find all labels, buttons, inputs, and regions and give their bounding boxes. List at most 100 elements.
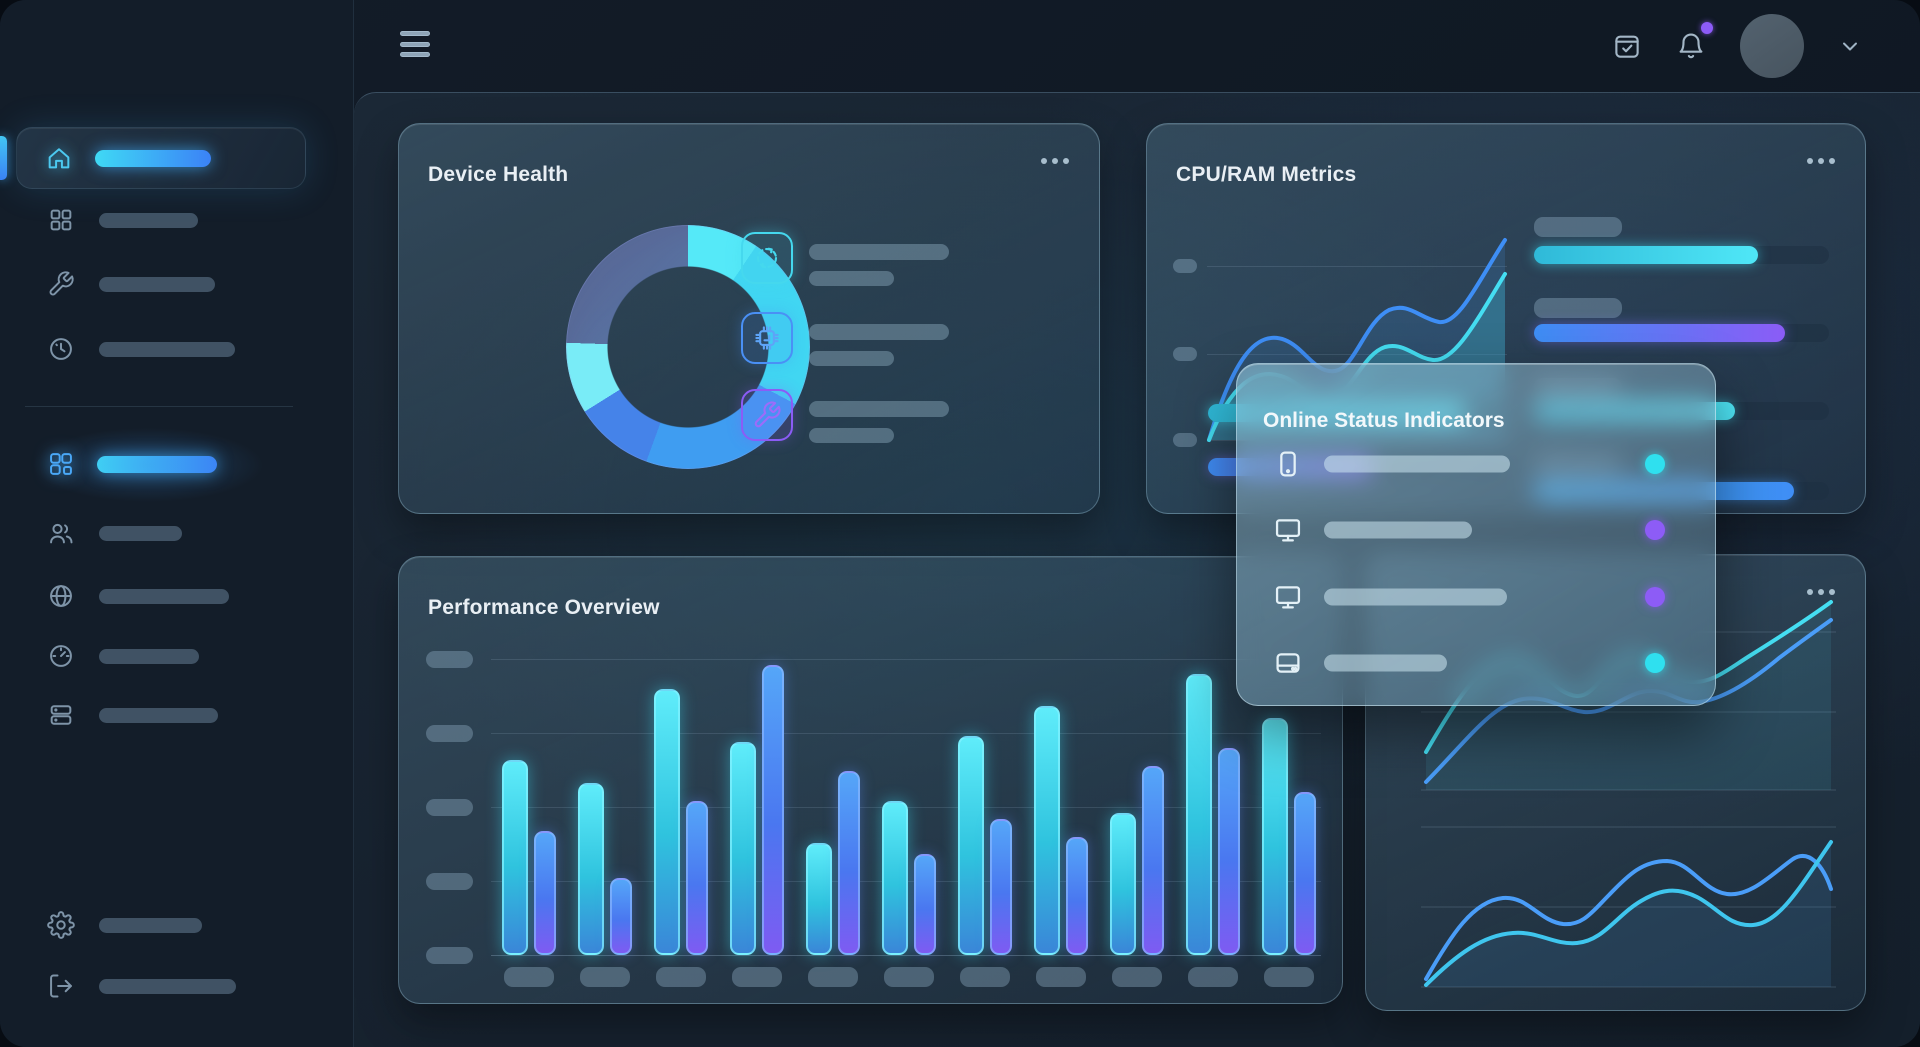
bar-cyan: [578, 783, 604, 955]
sidebar-item-label-skeleton: [99, 341, 235, 357]
bar-blue: [1294, 792, 1316, 955]
notification-dot: [1701, 22, 1713, 34]
device-tile[interactable]: [741, 389, 793, 441]
bell-icon[interactable]: [1676, 22, 1713, 61]
status-row[interactable]: [1237, 442, 1717, 486]
home-icon: [45, 144, 73, 172]
y-axis-pill: [426, 947, 473, 964]
apps-icon: [47, 450, 75, 478]
gridline: [1207, 354, 1507, 355]
more-options-icon[interactable]: [1807, 589, 1813, 595]
bar-blue: [1066, 837, 1088, 955]
content-area: Device Health CPU/RAM Metrics: [354, 92, 1920, 1047]
bar-blue: [1218, 748, 1240, 955]
y-axis-pill: [426, 725, 473, 742]
x-axis-pill: [580, 967, 630, 987]
text-skeleton: [809, 428, 894, 443]
gridline: [491, 659, 1321, 660]
sidebar-item[interactable]: [25, 691, 218, 739]
bar-cyan: [1110, 813, 1136, 955]
server-icon: [47, 701, 75, 729]
hamburger-menu-icon[interactable]: [400, 31, 430, 57]
progress-track: [1534, 246, 1829, 264]
sidebar-item-label-skeleton: [97, 455, 217, 473]
sidebar-item[interactable]: [25, 572, 229, 620]
card-performance: Performance Overview: [398, 556, 1343, 1004]
sidebar-item[interactable]: [25, 632, 199, 680]
status-dot-cyan: [1645, 653, 1665, 673]
bar-cyan: [730, 742, 756, 955]
monitor-icon: [1271, 512, 1305, 548]
globe-icon: [47, 582, 75, 610]
more-options-icon[interactable]: [1041, 158, 1047, 164]
more-options-icon[interactable]: [1807, 158, 1813, 164]
x-axis-pill: [732, 967, 782, 987]
sidebar-item[interactable]: [25, 901, 202, 949]
y-axis-pill: [426, 651, 473, 668]
x-axis-pill: [808, 967, 858, 987]
x-axis-pill: [960, 967, 1010, 987]
label-skeleton: [1534, 217, 1622, 237]
sidebar-item[interactable]: [25, 325, 235, 373]
calendar-check-icon[interactable]: [1612, 31, 1642, 61]
status-row[interactable]: [1237, 575, 1717, 619]
gridline: [491, 955, 1321, 956]
bar-cyan: [654, 689, 680, 955]
bar-blue: [990, 819, 1012, 955]
sidebar-item[interactable]: [25, 962, 236, 1010]
monitor-icon: [1271, 579, 1305, 615]
drive-icon: [1271, 645, 1305, 681]
y-axis-pill: [426, 873, 473, 890]
sidebar: [0, 0, 354, 1047]
card-title: Performance Overview: [428, 596, 660, 620]
grid-icon: [47, 206, 75, 234]
bar-blue: [534, 831, 556, 955]
y-axis-pill: [1173, 347, 1197, 361]
device-tile[interactable]: [741, 232, 793, 284]
bar-cyan: [502, 760, 528, 955]
device-name-skeleton: [1324, 521, 1472, 539]
sidebar-item-label-skeleton: [99, 212, 198, 228]
bar-cyan: [882, 801, 908, 955]
x-axis-pill: [504, 967, 554, 987]
status-dot-cyan: [1645, 454, 1665, 474]
sidebar-item[interactable]: [25, 509, 182, 557]
text-skeleton: [809, 351, 894, 366]
bar-blue: [914, 854, 936, 955]
sidebar-item-label-skeleton: [99, 917, 202, 933]
status-row[interactable]: [1237, 508, 1717, 552]
progress-fill: [1534, 246, 1759, 264]
performance-bar-chart: [491, 659, 1321, 955]
avatar[interactable]: [1740, 14, 1804, 78]
x-axis-pill: [1112, 967, 1162, 987]
sidebar-item[interactable]: [25, 260, 215, 308]
y-axis-pill: [1173, 433, 1197, 447]
popup-title: Online Status Indicators: [1263, 409, 1505, 432]
bar-blue: [1142, 766, 1164, 955]
status-dot-purple: [1645, 587, 1665, 607]
sidebar-item-label-skeleton: [99, 588, 229, 604]
donut-outline: [566, 225, 810, 469]
chevron-down-icon[interactable]: [1838, 34, 1862, 58]
device-tile[interactable]: [741, 312, 793, 364]
wrench-icon: [47, 270, 75, 298]
x-axis-pill: [1264, 967, 1314, 987]
progress-fill: [1534, 324, 1785, 342]
phone-icon: [1271, 446, 1305, 482]
bar-blue: [610, 878, 632, 955]
y-axis-pill: [1173, 259, 1197, 273]
sidebar-item[interactable]: [25, 196, 198, 244]
gear-icon: [47, 911, 75, 939]
text-skeleton: [809, 271, 894, 286]
sidebar-item[interactable]: [16, 127, 306, 189]
text-skeleton: [809, 324, 949, 340]
sync-icon: [752, 243, 782, 273]
sidebar-item-label-skeleton: [99, 707, 218, 723]
status-row[interactable]: [1237, 641, 1717, 685]
sidebar-item-label-skeleton: [99, 648, 199, 664]
clock-icon: [47, 335, 75, 363]
sidebar-item-label-skeleton: [95, 149, 211, 167]
label-skeleton: [1534, 298, 1622, 318]
sidebar-item[interactable]: [25, 428, 263, 502]
